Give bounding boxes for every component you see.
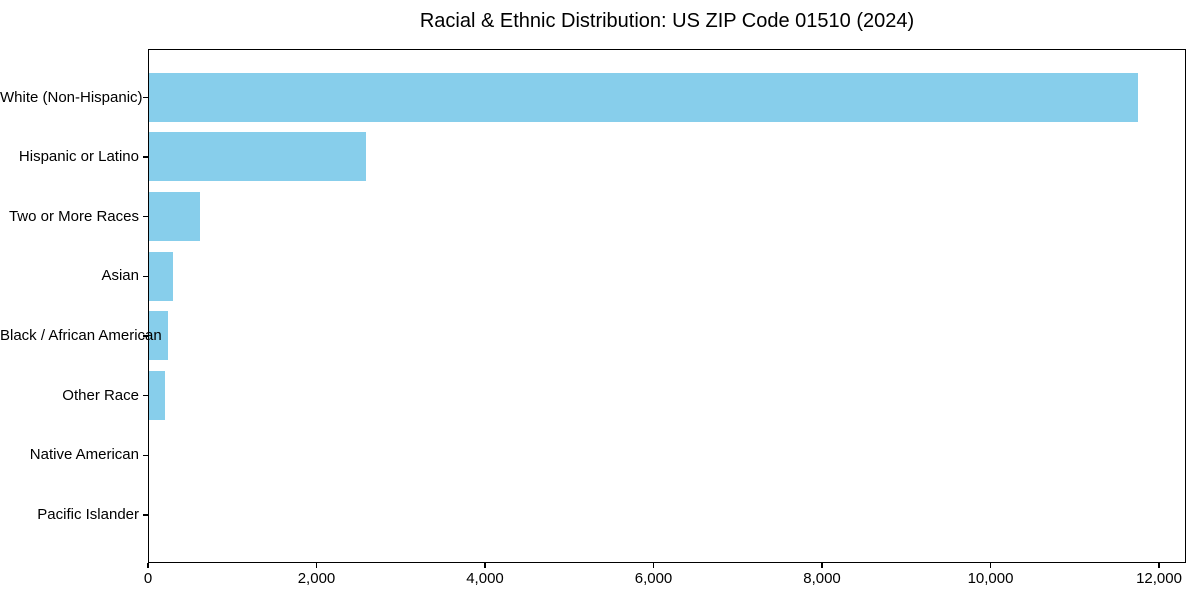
x-tick-mark [652, 563, 655, 568]
bar-asian [149, 251, 173, 301]
x-tick-mark [484, 563, 486, 568]
plot-area [148, 49, 1186, 563]
y-axis-label-other-race: Other Race [62, 386, 139, 404]
y-tick-mark [143, 275, 148, 278]
bar-hispanic-or-latino [149, 132, 367, 182]
x-tick-mark [315, 563, 318, 568]
y-tick-mark [143, 96, 148, 99]
x-tick-label: 12,000 [1136, 570, 1182, 587]
y-tick-mark [143, 216, 148, 218]
y-tick-mark [143, 454, 148, 457]
x-tick-label: 2,000 [297, 570, 336, 587]
y-axis-label-pacific-islander: Pacific Islander [37, 505, 139, 523]
bar-two-or-more-races [149, 191, 200, 241]
chart-title: Racial & Ethnic Distribution: US ZIP Cod… [419, 10, 915, 32]
y-axis-label-two-or-more-races: Two or More Races [8, 207, 139, 225]
x-tick-label: 0 [143, 570, 153, 587]
y-tick-mark [143, 335, 148, 337]
bar-black-african-american [149, 311, 168, 361]
y-tick-mark [143, 514, 148, 516]
y-tick-mark [143, 156, 148, 158]
y-axis-label-native-american: Native American [29, 446, 139, 464]
x-tick-mark [1158, 563, 1160, 568]
y-axis-label-asian: Asian [101, 267, 139, 285]
y-axis-label-black-african-american: Black / African American [0, 327, 162, 345]
x-tick-mark [821, 563, 823, 568]
x-tick-mark [147, 563, 149, 568]
x-tick-mark [989, 563, 992, 568]
bar-other-race [149, 370, 165, 420]
y-axis-label-white-non-hispanic: White (Non-Hispanic) [0, 88, 143, 106]
x-tick-label: 8,000 [803, 570, 841, 587]
x-tick-label: 4,000 [466, 570, 504, 587]
x-tick-label: 6,000 [634, 570, 673, 587]
y-axis-label-hispanic-or-latino: Hispanic or Latino [18, 148, 139, 166]
y-tick-mark [143, 395, 148, 397]
x-tick-label: 10,000 [967, 570, 1014, 587]
bar-white-non-hispanic [149, 72, 1138, 122]
